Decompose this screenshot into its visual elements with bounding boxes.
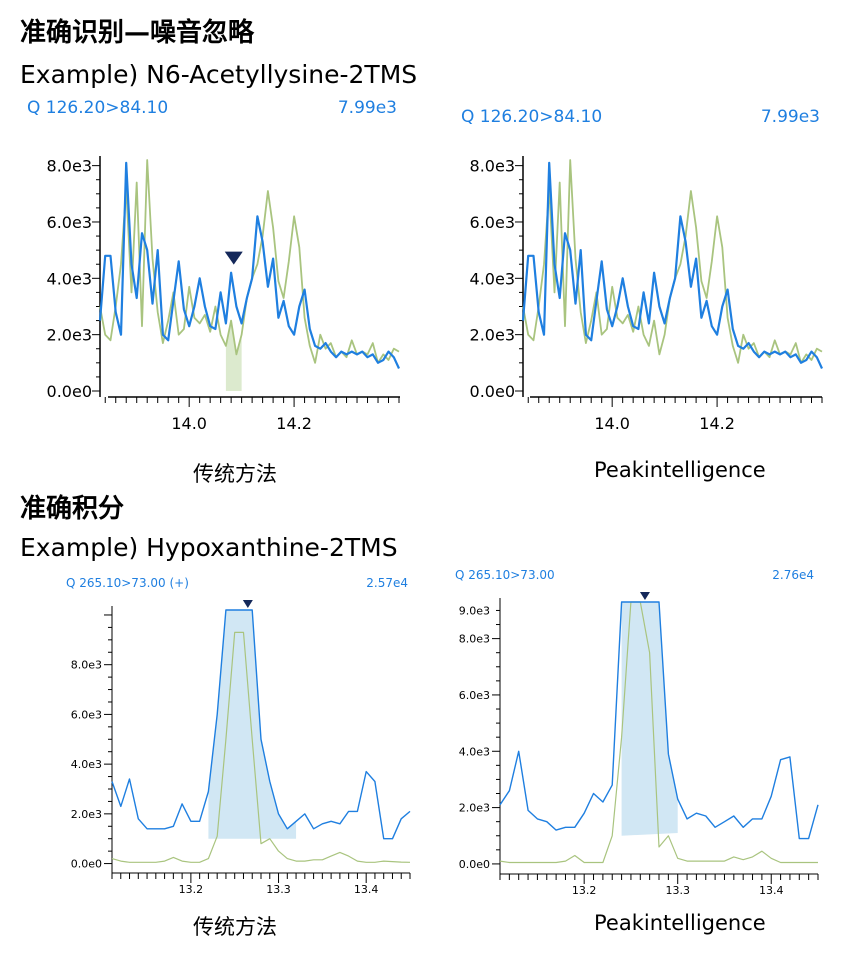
chart-c1: Q 126.20>84.10 7.99e3 0.0e0 2.0e3 4.0e3 6.0e3… xyxy=(27,98,400,433)
x-tick-label: 13.2 xyxy=(572,884,597,897)
integrated-peak-area xyxy=(208,610,297,839)
y-tick-label: 0.0e0 xyxy=(47,382,92,401)
y-tick-label: 0.0e0 xyxy=(71,858,102,871)
y-tick-label: 6.0e3 xyxy=(459,689,490,702)
max-intensity-label: 2.57e4 xyxy=(366,576,408,590)
y-tick-label: 0.0e0 xyxy=(470,382,515,401)
caption-traditional-bottom: 传统方法 xyxy=(193,915,277,939)
y-tick-label: 2.0e3 xyxy=(71,808,102,821)
y-tick-label: 8.0e3 xyxy=(71,659,102,672)
peak-apex-marker xyxy=(639,592,650,600)
example-label-hypoxanthine: Example) Hypoxanthine-2TMS xyxy=(20,533,398,562)
y-tick-label: 0.0e0 xyxy=(459,858,490,871)
transition-label: Q 126.20>84.10 xyxy=(27,98,168,118)
caption-traditional-top: 传统方法 xyxy=(193,462,277,486)
x-tick-label: 14.2 xyxy=(276,414,312,433)
x-tick-label: 13.3 xyxy=(266,883,291,896)
x-tick-label: 14.2 xyxy=(699,414,735,433)
x-tick-label: 14.0 xyxy=(594,414,630,433)
y-tick-label: 4.0e3 xyxy=(71,758,102,771)
y-tick-label: 8.0e3 xyxy=(459,633,490,646)
chart-c2: Q 126.20>84.10 7.99e3 0.0e0 2.0e3 4.0e3 6.0e3… xyxy=(461,107,823,433)
x-tick-label: 14.0 xyxy=(171,414,207,433)
max-intensity-label: 7.99e3 xyxy=(338,98,397,118)
example-label-acetyllysine: Example) N6-Acetyllysine-2TMS xyxy=(20,60,418,89)
y-tick-label: 4.0e3 xyxy=(470,269,515,288)
chart-c3: Q 265.10>73.00 (+) 2.57e4 0.0e0 2.0e3 4.0e3 6… xyxy=(66,576,411,896)
y-tick-label: 9.0e3 xyxy=(459,604,490,617)
series-line-qualifier xyxy=(99,159,400,364)
y-tick-label: 8.0e3 xyxy=(47,157,92,176)
y-tick-label: 2.0e3 xyxy=(470,326,515,345)
integrated-peak-area xyxy=(621,602,678,836)
series-line-qualifier xyxy=(499,601,818,864)
caption-peakintelligence-top: Peakintelligence xyxy=(594,458,766,482)
y-tick-label: 4.0e3 xyxy=(459,745,490,758)
y-tick-label: 6.0e3 xyxy=(470,213,515,232)
x-tick-label: 13.3 xyxy=(665,884,690,897)
series-line-quantifier xyxy=(499,601,819,840)
series-line-qualifier xyxy=(111,631,411,863)
caption-peakintelligence-bottom: Peakintelligence xyxy=(594,911,766,935)
y-tick-label: 6.0e3 xyxy=(47,213,92,232)
series-line-quantifier xyxy=(522,161,823,369)
x-tick-label: 13.2 xyxy=(179,883,204,896)
y-tick-label: 2.0e3 xyxy=(459,802,490,815)
y-tick-label: 8.0e3 xyxy=(470,157,515,176)
y-tick-label: 6.0e3 xyxy=(71,708,102,721)
integrated-peak-area xyxy=(225,320,242,391)
transition-label: Q 126.20>84.10 xyxy=(461,107,602,127)
y-tick-label: 4.0e3 xyxy=(47,269,92,288)
x-tick-label: 13.4 xyxy=(354,883,379,896)
series-line-quantifier xyxy=(111,609,411,840)
peak-apex-marker xyxy=(242,600,253,608)
transition-label: Q 265.10>73.00 xyxy=(455,568,555,582)
section-title-integration: 准确积分 xyxy=(20,494,125,524)
transition-label: Q 265.10>73.00 (+) xyxy=(66,576,189,590)
peak-apex-marker xyxy=(224,251,243,265)
y-tick-label: 2.0e3 xyxy=(47,326,92,345)
chart-c4: Q 265.10>73.00 2.76e4 0.0e0 2.0e3 4.0e3 6.0e3… xyxy=(455,568,819,897)
max-intensity-label: 2.76e4 xyxy=(772,568,814,582)
section-title-identification: 准确识别—噪音忽略 xyxy=(20,18,255,48)
x-tick-label: 13.4 xyxy=(759,884,784,897)
series-line-qualifier xyxy=(522,159,823,364)
max-intensity-label: 7.99e3 xyxy=(761,107,820,127)
series-line-quantifier xyxy=(99,161,400,369)
